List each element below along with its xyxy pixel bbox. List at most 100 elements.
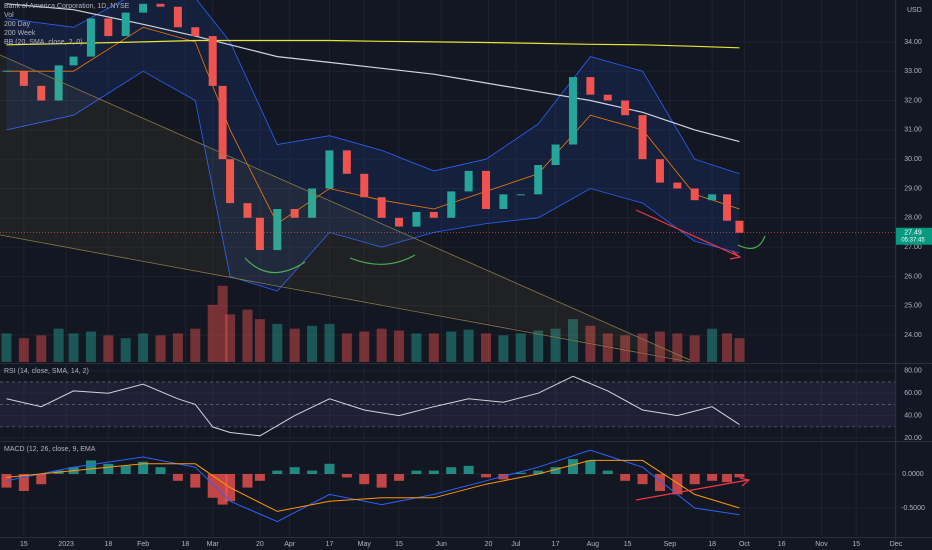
candle [638, 115, 647, 160]
candle [377, 197, 386, 218]
candle [104, 18, 113, 37]
volume-bar [138, 333, 149, 362]
candle [156, 3, 165, 7]
macd-histogram-bar [172, 474, 183, 481]
volume-bar [394, 330, 405, 362]
x-tick-label: Jun [436, 541, 447, 548]
macd-histogram-bar [217, 474, 228, 505]
macd-histogram-bar [411, 470, 422, 474]
candle [708, 194, 717, 201]
candle [86, 18, 95, 57]
price-tag [896, 227, 932, 245]
candle [482, 170, 491, 209]
x-tick-label: 2023 [58, 541, 74, 548]
candle [551, 144, 560, 166]
price-tag-label: 27.49 [904, 230, 922, 237]
volume-bar [341, 333, 352, 362]
candle [735, 220, 744, 233]
countdown: 05:37:45 [901, 237, 925, 243]
y-tick-label: 20.00 [904, 435, 922, 442]
macd-histogram-bar [689, 474, 700, 485]
volume-bar [207, 304, 218, 362]
macd-histogram-bar [567, 459, 578, 474]
volume-bar [307, 325, 318, 362]
y-tick-label: 0.0000 [902, 471, 924, 478]
y-tick-label: 24.00 [904, 332, 922, 339]
legend-entry: BB (20, SMA, close, 2, 0) [4, 39, 83, 46]
x-tick-label: 18 [104, 541, 112, 548]
x-tick-label: May [358, 541, 372, 548]
macd-line [6, 449, 740, 523]
currency: USD [907, 7, 922, 14]
candle [173, 6, 182, 28]
volume-bar [53, 328, 64, 362]
volume-bar [515, 333, 526, 362]
macd-histogram-bar [207, 474, 218, 498]
candle [673, 182, 682, 189]
wedge-lower [0, 234, 691, 363]
y-tick-label: 29.00 [904, 185, 922, 192]
macd-histogram-bar [481, 474, 492, 478]
macd-histogram-bar [120, 465, 131, 474]
volume-bar [550, 328, 561, 362]
x-tick-label: Jul [511, 541, 520, 548]
volume-bar [103, 335, 114, 362]
x-tick-label: Feb [137, 541, 149, 548]
y-tick-label: 40.00 [904, 412, 922, 419]
volume-bar [242, 309, 253, 362]
macd-histogram-bar [289, 467, 300, 474]
candle [499, 194, 508, 209]
macd-histogram-bar [585, 460, 596, 474]
candle [603, 94, 612, 101]
x-tick-label: 20 [256, 541, 264, 548]
macd-histogram-bar [620, 474, 631, 481]
volume-bar [18, 338, 29, 362]
macd-histogram-bar [85, 460, 96, 474]
candle [412, 211, 421, 227]
volume-bar [707, 328, 718, 362]
x-tick-label: Dec [890, 541, 903, 548]
x-tick-label: 15 [852, 541, 860, 548]
macd-histogram-bar [550, 467, 561, 474]
candle [37, 85, 46, 101]
support-arc [737, 235, 766, 250]
macd-histogram-bar [307, 470, 318, 474]
candle [534, 165, 543, 195]
volume-bar [217, 285, 228, 362]
volume-bar [324, 323, 335, 362]
x-tick-label: 15 [395, 541, 403, 548]
x-tick-label: 17 [552, 541, 560, 548]
candle [19, 71, 28, 86]
macd-histogram-bar [376, 474, 387, 488]
macd-histogram-bar [190, 474, 201, 488]
macd-histogram-bar [654, 474, 665, 491]
legend-entry: Vol [4, 12, 14, 19]
x-tick-label: 18 [708, 541, 716, 548]
moving-average [6, 39, 740, 49]
volume-bar [446, 331, 457, 362]
macd-histogram-bar [242, 474, 253, 488]
candle [139, 3, 148, 13]
y-tick-label: 34.00 [904, 39, 922, 46]
macd-histogram-bar [515, 472, 526, 474]
macd-histogram-bar [1, 474, 12, 488]
volume-bar [68, 333, 79, 362]
candle [360, 173, 369, 198]
volume-bar [172, 333, 183, 362]
volume-bar [533, 330, 544, 362]
y-tick-label: 27.00 [904, 244, 922, 251]
candle [621, 100, 630, 116]
macd-histogram-bar [707, 474, 718, 481]
candle [655, 159, 664, 183]
macd-histogram-bar [394, 474, 405, 481]
candle [690, 188, 699, 201]
volume-bar [359, 331, 370, 362]
bb-fill [6, 0, 740, 292]
volume-bar [689, 335, 700, 362]
volume-bar [734, 338, 745, 362]
volume-bar [85, 331, 96, 362]
x-tick-label: 15 [624, 541, 632, 548]
y-tick-label: 31.00 [904, 127, 922, 134]
pane-title: MACD (12, 26, close, 9, EMA [4, 446, 96, 453]
